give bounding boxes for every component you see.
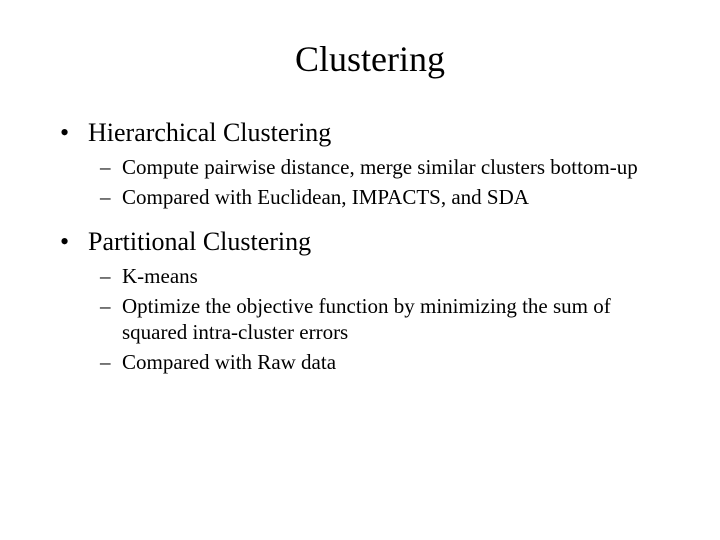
bullet-dot-icon: • — [60, 118, 88, 148]
l2-text: K-means — [122, 263, 198, 289]
dash-icon: – — [100, 184, 122, 210]
bullet-level2: – Compared with Raw data — [100, 349, 680, 375]
bullet-level1: • Hierarchical Clustering — [60, 118, 680, 148]
bullet-level2: – Compared with Euclidean, IMPACTS, and … — [100, 184, 680, 210]
bullet-dot-icon: • — [60, 227, 88, 257]
bullet-level1: • Partitional Clustering — [60, 227, 680, 257]
bullet-level2: – Compute pairwise distance, merge simil… — [100, 154, 680, 180]
l1-text: Hierarchical Clustering — [88, 118, 331, 148]
l2-text: Compute pairwise distance, merge similar… — [122, 154, 638, 180]
l2-text: Compared with Euclidean, IMPACTS, and SD… — [122, 184, 529, 210]
dash-icon: – — [100, 263, 122, 289]
slide-title: Clustering — [60, 38, 680, 80]
l1-text: Partitional Clustering — [88, 227, 311, 257]
bullet-level2: – Optimize the objective function by min… — [100, 293, 680, 346]
l2-text: Compared with Raw data — [122, 349, 336, 375]
l2-text: Optimize the objective function by minim… — [122, 293, 680, 346]
dash-icon: – — [100, 293, 122, 346]
bullet-level2: – K-means — [100, 263, 680, 289]
dash-icon: – — [100, 349, 122, 375]
dash-icon: – — [100, 154, 122, 180]
